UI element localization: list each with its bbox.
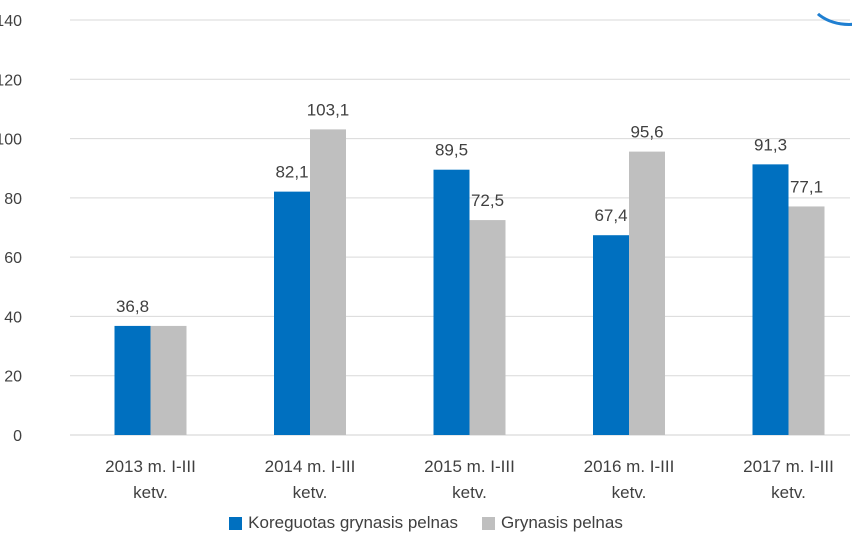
data-label: 67,4 <box>594 206 627 225</box>
legend: Koreguotas grynasis pelnas Grynasis peln… <box>0 511 852 535</box>
data-label: 77,1 <box>790 177 823 196</box>
y-tick-label: 140 <box>0 13 22 30</box>
y-tick-label: 20 <box>4 369 22 386</box>
data-label: 72,5 <box>471 191 504 210</box>
bars <box>114 129 825 436</box>
bar-koreguotas <box>752 164 789 435</box>
bar-chart-svg: 0 20 40 60 80 100 120 140 36,8 82,1 103,1 89,5 72,5… <box>0 13 850 502</box>
data-label: 103,1 <box>307 100 350 119</box>
data-labels: 36,8 82,1 103,1 89,5 72,5 67,4 95,6 91,3 77,1 <box>116 100 823 316</box>
bar-grynasis <box>788 206 825 435</box>
x-tick-label-line2: ketv. <box>612 483 647 502</box>
x-tick-label-line2: ketv. <box>452 483 487 502</box>
x-tick-label-line1: 2016 m. I-III <box>584 457 675 476</box>
x-tick-label-line1: 2014 m. I-III <box>265 457 356 476</box>
bar-koreguotas <box>114 325 151 435</box>
bar-koreguotas <box>593 235 629 435</box>
legend-swatch-gray <box>481 516 495 530</box>
x-tick-label-line2: ketv. <box>133 483 168 502</box>
y-axis-ticks: 0 20 40 60 80 100 120 140 <box>0 13 22 445</box>
y-tick-label: 0 <box>13 428 22 445</box>
legend-item-grynasis: Grynasis pelnas <box>481 513 623 533</box>
legend-swatch-blue <box>229 516 243 530</box>
x-tick-label-line1: 2017 m. I-III <box>743 457 834 476</box>
bar-koreguotas <box>433 169 470 436</box>
x-tick-label-line2: ketv. <box>771 483 806 502</box>
legend-label: Koreguotas grynasis pelnas <box>248 513 458 532</box>
data-label: 82,1 <box>275 163 308 182</box>
y-tick-label: 120 <box>0 72 22 89</box>
legend-item-koreguotas: Koreguotas grynasis pelnas <box>229 513 458 533</box>
x-tick-label-line1: 2013 m. I-III <box>105 457 196 476</box>
y-tick-label: 100 <box>0 132 22 149</box>
x-tick-label-line2: ketv. <box>293 483 328 502</box>
data-label: 95,6 <box>630 123 663 142</box>
data-label: 36,8 <box>116 297 149 316</box>
bar-grynasis <box>310 129 346 435</box>
legend-label: Grynasis pelnas <box>500 513 623 532</box>
y-tick-label: 40 <box>4 309 22 326</box>
bar-koreguotas <box>274 191 310 435</box>
y-tick-label: 80 <box>4 191 22 208</box>
data-label: 91,3 <box>754 135 787 154</box>
bar-grynasis <box>469 220 506 435</box>
data-label: 89,5 <box>435 141 468 160</box>
bar-grynasis <box>629 151 665 435</box>
x-tick-label-line1: 2015 m. I-III <box>424 457 515 476</box>
x-axis-ticks: 2013 m. I-III ketv. 2014 m. I-III ketv. 2015… <box>105 457 834 502</box>
bar-grynasis <box>150 325 187 435</box>
y-tick-label: 60 <box>4 250 22 267</box>
